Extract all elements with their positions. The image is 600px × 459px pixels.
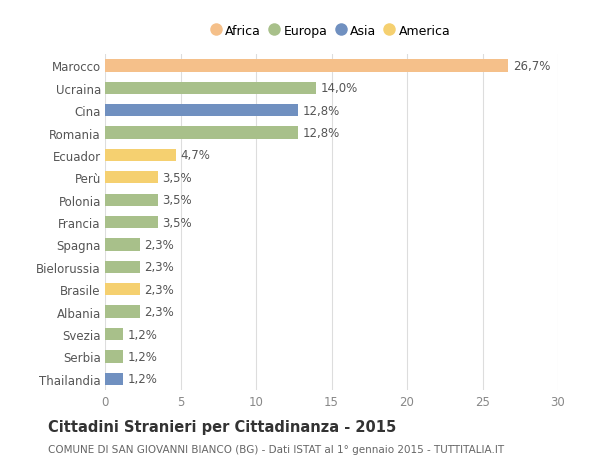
Bar — [105, 83, 316, 95]
Bar — [105, 105, 298, 117]
Bar — [105, 328, 123, 341]
Text: 12,8%: 12,8% — [303, 105, 340, 118]
Bar — [105, 127, 298, 140]
Text: 1,2%: 1,2% — [128, 350, 158, 363]
Text: 3,5%: 3,5% — [163, 172, 192, 185]
Text: COMUNE DI SAN GIOVANNI BIANCO (BG) - Dati ISTAT al 1° gennaio 2015 - TUTTITALIA.: COMUNE DI SAN GIOVANNI BIANCO (BG) - Dat… — [48, 444, 504, 454]
Bar — [105, 373, 123, 385]
Text: 26,7%: 26,7% — [513, 60, 550, 73]
Bar — [105, 306, 140, 318]
Bar — [105, 150, 176, 162]
Bar — [105, 284, 140, 296]
Legend: Africa, Europa, Asia, America: Africa, Europa, Asia, America — [210, 23, 453, 41]
Bar — [105, 60, 508, 73]
Text: 1,2%: 1,2% — [128, 373, 158, 386]
Text: 14,0%: 14,0% — [321, 82, 358, 95]
Text: 2,3%: 2,3% — [144, 261, 174, 274]
Text: 4,7%: 4,7% — [181, 149, 211, 162]
Bar — [105, 217, 158, 229]
Text: 2,3%: 2,3% — [144, 283, 174, 296]
Text: 12,8%: 12,8% — [303, 127, 340, 140]
Bar — [105, 194, 158, 207]
Bar — [105, 351, 123, 363]
Bar — [105, 239, 140, 251]
Text: 3,5%: 3,5% — [163, 216, 192, 229]
Text: 2,3%: 2,3% — [144, 306, 174, 319]
Bar — [105, 261, 140, 274]
Bar — [105, 172, 158, 184]
Text: 2,3%: 2,3% — [144, 239, 174, 252]
Text: 3,5%: 3,5% — [163, 194, 192, 207]
Text: 1,2%: 1,2% — [128, 328, 158, 341]
Text: Cittadini Stranieri per Cittadinanza - 2015: Cittadini Stranieri per Cittadinanza - 2… — [48, 419, 396, 434]
